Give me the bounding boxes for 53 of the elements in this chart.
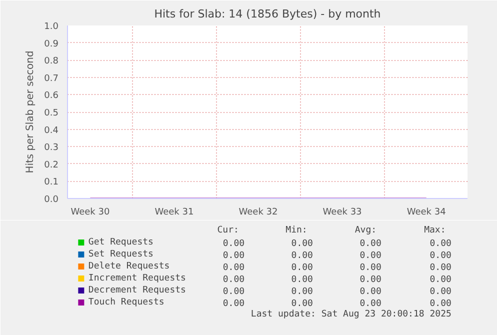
text: 0.00: [360, 239, 382, 249]
text: 0.00: [360, 275, 382, 285]
text: 0.00: [430, 287, 452, 297]
text: 0.00: [291, 275, 313, 285]
text: 0.00: [291, 299, 313, 309]
y-tick-label: 0.2: [44, 160, 59, 170]
text: 0.00: [222, 239, 245, 249]
text: Avg:: [354, 226, 377, 236]
text: 0.00: [360, 251, 382, 261]
x-tick-label: Week 31: [154, 208, 194, 218]
text: 0.00: [360, 287, 382, 297]
chart-title: Hits for Slab: 14 (1856 Bytes) - by month: [154, 8, 381, 20]
text: 0.00: [430, 299, 452, 309]
text: 0.00: [222, 287, 245, 297]
text: Cur:: [217, 226, 239, 236]
y-tick-label: 0.8: [44, 56, 59, 67]
text: 0.00: [430, 251, 452, 261]
y-axis-title: Hits per Slab per second: [25, 50, 36, 174]
x-tick-label: Week 30: [70, 208, 110, 218]
text: 0.00: [360, 263, 382, 273]
y-tick-label: 0.0: [44, 195, 59, 205]
text: Max:: [424, 226, 446, 236]
y-tick-label: 0.3: [44, 143, 59, 154]
text: 0.00: [430, 275, 452, 285]
text: 0.00: [291, 251, 313, 261]
y-tick-label: 0.4: [44, 126, 59, 136]
text: 0.00: [291, 263, 313, 273]
legend-label: Get Requests: [88, 238, 154, 248]
legend-label: Increment Requests: [88, 274, 186, 284]
text: 0.00: [222, 251, 245, 261]
legend-label: Decrement Requests: [88, 286, 186, 296]
legend-label: Delete Requests: [88, 262, 170, 272]
text: Min:: [286, 226, 308, 236]
y-tick-label: 0.9: [44, 39, 59, 50]
x-tick-label: Week 33: [322, 208, 362, 218]
text: 0.00: [222, 263, 245, 273]
y-tick-label: 0.7: [44, 74, 59, 84]
text: 0.00: [360, 299, 382, 309]
text: 0.00: [222, 275, 245, 285]
text: 0.00: [430, 263, 452, 273]
y-tick-label: 0.5: [44, 108, 59, 118]
text: 0.00: [291, 239, 313, 249]
text: 0.00: [291, 287, 313, 297]
legend-label: Set Requests: [88, 250, 154, 260]
text: 0.00: [222, 299, 245, 309]
y-tick-label: 0.1: [44, 178, 59, 188]
text: 0.00: [430, 239, 452, 249]
text: Last update: Sat Aug 23 20:00:18 2025: [250, 310, 452, 320]
y-tick-label: 0.6: [44, 91, 59, 102]
legend-label: Touch Requests: [88, 298, 164, 308]
y-tick-label: 1.0: [44, 22, 59, 32]
x-tick-label: Week 34: [406, 208, 446, 218]
x-tick-label: Week 32: [238, 208, 278, 218]
